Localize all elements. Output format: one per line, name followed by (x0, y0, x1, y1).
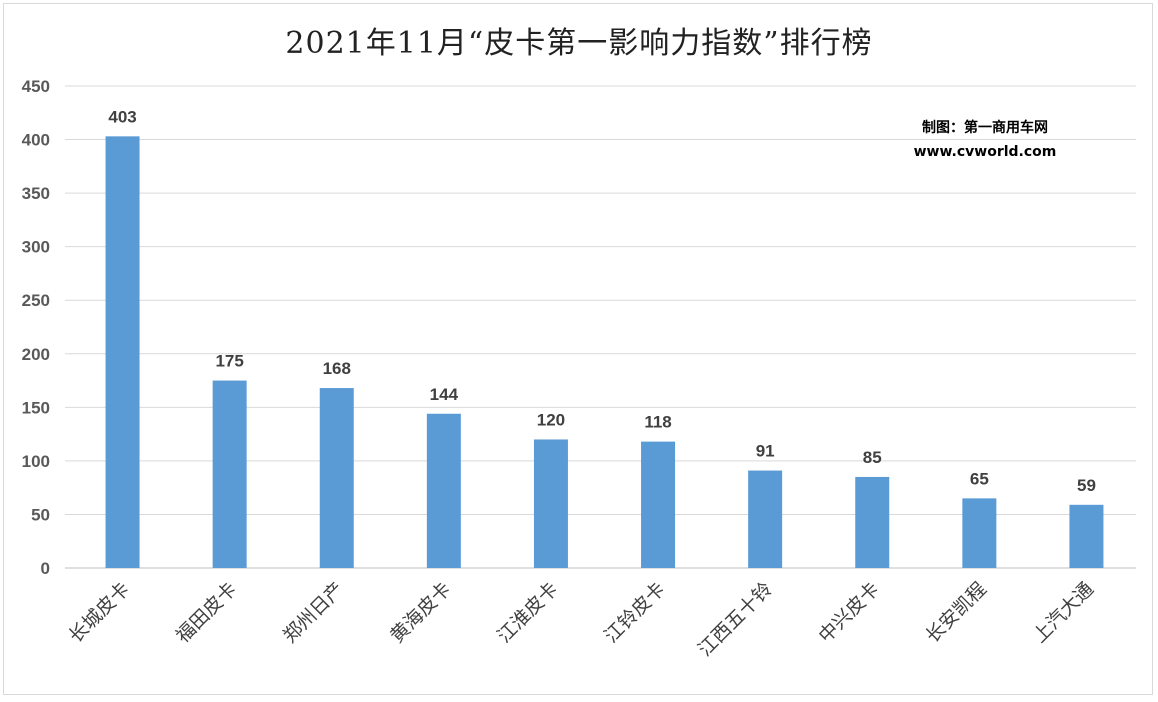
data-label: 59 (1077, 476, 1096, 495)
y-tick-label: 100 (22, 452, 50, 471)
x-tick-label: 长安凯程 (922, 578, 991, 647)
data-label: 120 (537, 410, 565, 429)
data-label: 175 (215, 352, 243, 371)
y-tick-label: 0 (41, 559, 50, 578)
data-label: 144 (430, 385, 459, 404)
y-tick-label: 150 (22, 398, 50, 417)
y-tick-label: 300 (22, 238, 50, 257)
bar (855, 476, 890, 568)
y-tick-label: 50 (31, 505, 50, 524)
y-tick-label: 400 (22, 131, 50, 150)
chart-credit: 制图：第一商用车网 www.cvworld.com (870, 116, 1100, 164)
bar (319, 388, 354, 568)
bars (105, 136, 1104, 568)
bar (533, 439, 568, 568)
x-tick-label: 长城皮卡 (65, 578, 134, 647)
x-tick-label: 福田皮卡 (172, 578, 241, 647)
chart-frame (3, 3, 1153, 695)
x-tick-label: 江淮皮卡 (493, 578, 562, 647)
data-label: 118 (644, 413, 671, 432)
bar (212, 380, 247, 568)
x-axis: 长城皮卡 福田皮卡 郑州日产 黄海皮卡 江淮皮卡 江铃皮卡 江西五十铃 中兴皮卡 长安凯程 上汽大… (65, 578, 1098, 661)
data-labels: 403 175 168 144 120 118 91 85 65 59 (108, 107, 1096, 494)
y-tick-label: 350 (22, 184, 50, 203)
bar (426, 413, 461, 568)
x-tick-label: 中兴皮卡 (814, 578, 883, 647)
data-label: 85 (863, 448, 882, 467)
data-label: 65 (970, 469, 989, 488)
y-axis: 0 50 100 150 200 250 300 350 400 450 (22, 77, 50, 578)
bar (641, 441, 676, 568)
x-tick-label: 江铃皮卡 (600, 578, 669, 647)
chart-title: 2021年11月“皮卡第一影响力指数”排行榜 (285, 26, 873, 61)
y-tick-label: 250 (22, 291, 50, 310)
bar (1069, 504, 1104, 568)
x-tick-label: 郑州日产 (279, 578, 348, 647)
x-tick-label: 黄海皮卡 (386, 578, 455, 647)
bar (105, 136, 140, 568)
y-tick-label: 450 (22, 77, 50, 96)
bar (748, 470, 783, 568)
y-tick-label: 200 (22, 345, 50, 364)
data-label: 168 (323, 359, 351, 378)
x-tick-label: 上汽大通 (1029, 578, 1098, 647)
data-label: 403 (108, 107, 136, 126)
x-tick-label: 江西五十铃 (694, 578, 777, 661)
data-label: 91 (756, 442, 775, 461)
credit-line-2: www.cvworld.com (913, 144, 1057, 160)
bar (962, 498, 997, 568)
credit-line-1: 制图：第一商用车网 (922, 120, 1048, 136)
